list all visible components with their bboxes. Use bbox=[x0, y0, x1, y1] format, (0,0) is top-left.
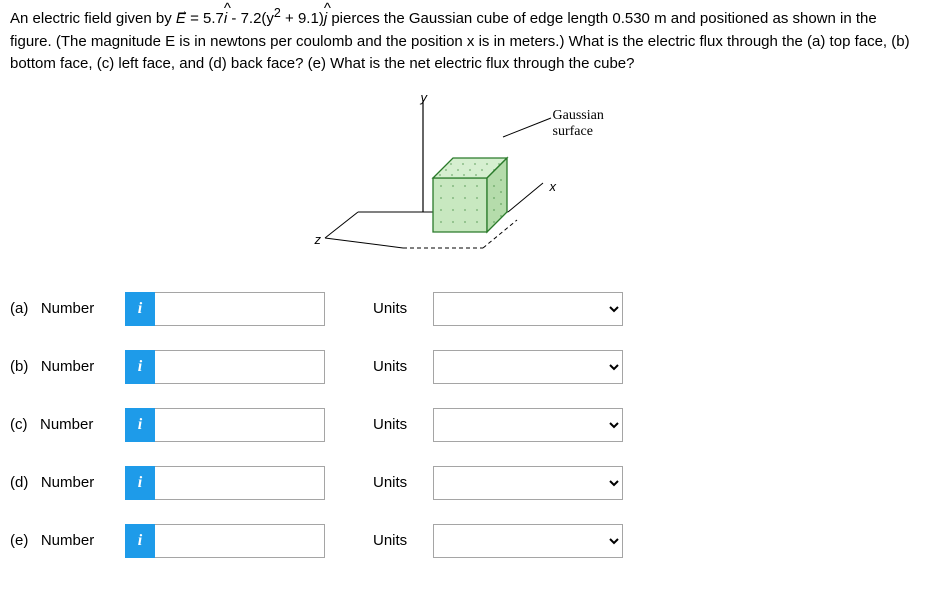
answer-row-b: (b) Numberi Units bbox=[10, 350, 915, 384]
problem-text: An electric field given by →E = 5.7i - 7… bbox=[10, 4, 915, 76]
part-label: (d) Number bbox=[10, 472, 125, 495]
text-fragment: pierces the Gaussian cube of edge length… bbox=[327, 10, 877, 27]
units-select[interactable] bbox=[433, 408, 623, 442]
info-icon[interactable]: i bbox=[125, 466, 155, 500]
units-select[interactable] bbox=[433, 466, 623, 500]
number-group: i bbox=[125, 292, 325, 326]
units-label: Units bbox=[373, 530, 433, 553]
number-group: i bbox=[125, 524, 325, 558]
part-label: (e) Number bbox=[10, 530, 125, 553]
i-hat: i bbox=[224, 8, 227, 31]
units-select[interactable] bbox=[433, 350, 623, 384]
text-fragment: - 7.2(y bbox=[227, 10, 274, 27]
units-select[interactable] bbox=[433, 524, 623, 558]
units-label: Units bbox=[373, 414, 433, 437]
answer-row-c: (c) Numberi Units bbox=[10, 408, 915, 442]
j-hat: j bbox=[324, 8, 327, 31]
answer-row-e: (e) Numberi Units bbox=[10, 524, 915, 558]
units-select[interactable] bbox=[433, 292, 623, 326]
answer-row-a: (a) Numberi Units bbox=[10, 292, 915, 326]
info-icon[interactable]: i bbox=[125, 524, 155, 558]
number-input[interactable] bbox=[155, 466, 325, 500]
answer-row-d: (d) Numberi Units bbox=[10, 466, 915, 500]
number-group: i bbox=[125, 350, 325, 384]
text-fragment: = 5.7 bbox=[186, 10, 224, 27]
info-icon[interactable]: i bbox=[125, 350, 155, 384]
vector-E: →E bbox=[176, 8, 186, 31]
number-input[interactable] bbox=[155, 408, 325, 442]
number-group: i bbox=[125, 408, 325, 442]
number-input[interactable] bbox=[155, 524, 325, 558]
axis-y-label: y bbox=[421, 88, 428, 108]
axis-x-label: x bbox=[550, 177, 557, 197]
superscript: 2 bbox=[274, 6, 281, 20]
text-fragment: figure. (The magnitude E is in newtons p… bbox=[10, 33, 887, 50]
number-input[interactable] bbox=[155, 292, 325, 326]
units-label: Units bbox=[373, 298, 433, 321]
axis-z-label: z bbox=[315, 230, 322, 250]
part-label: (a) Number bbox=[10, 298, 125, 321]
number-group: i bbox=[125, 466, 325, 500]
gaussian-surface-label: Gaussiansurface bbox=[553, 108, 604, 142]
text-fragment: + 9.1) bbox=[281, 10, 324, 27]
units-label: Units bbox=[373, 472, 433, 495]
text-fragment: An electric field given by bbox=[10, 10, 176, 27]
part-label: (b) Number bbox=[10, 356, 125, 379]
info-icon[interactable]: i bbox=[125, 292, 155, 326]
units-label: Units bbox=[373, 356, 433, 379]
answer-rows: (a) NumberiUnits(b) NumberiUnits(c) Numb… bbox=[10, 292, 915, 558]
number-input[interactable] bbox=[155, 350, 325, 384]
info-icon[interactable]: i bbox=[125, 408, 155, 442]
part-label: (c) Number bbox=[10, 414, 125, 437]
figure-area: y x z Gaussiansurface bbox=[10, 90, 915, 263]
